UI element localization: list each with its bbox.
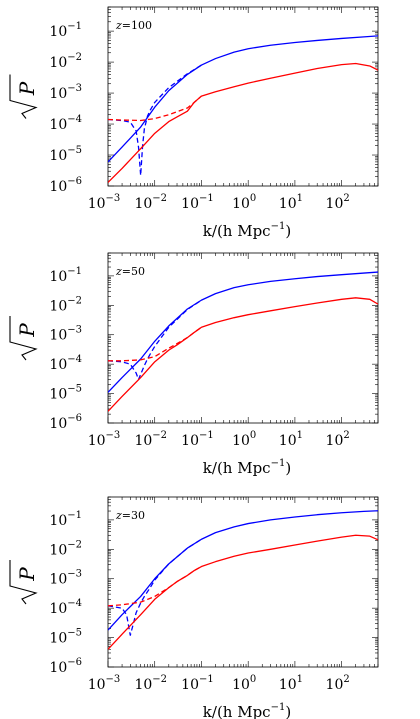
chart-panel-2: 10−3 10−2 10−1 100 101 102 10−6 10−5 10−4 10−3 10−… (9, 496, 379, 719)
series-line-3 (108, 565, 202, 607)
x-tick-label: 10−1 (181, 430, 214, 449)
y-tick-label: 10−1 (49, 510, 82, 529)
y-axis-label: P (9, 560, 39, 605)
series-line-1 (108, 538, 202, 636)
y-tick-label: 10−3 (49, 325, 82, 344)
series-line-2 (108, 297, 378, 412)
series-line-1 (108, 64, 202, 177)
y-tick-label: 10−2 (49, 295, 82, 314)
axis-ticks (107, 6, 379, 187)
y-tick-label: 10−3 (49, 569, 82, 588)
axis-ticks (107, 252, 379, 424)
redshift-label: z=100 (115, 19, 152, 32)
x-tick-label: 100 (232, 193, 256, 212)
redshift-label: z=50 (115, 265, 145, 278)
chart-panel-1: 10−3 10−2 10−1 100 101 102 10−6 10−5 10−4 10−3 10−… (9, 252, 379, 477)
y-tick-label: 10−1 (49, 21, 82, 40)
series-line-1 (108, 299, 202, 381)
x-axis-label: k/(h Mpc−1) (203, 458, 291, 477)
y-axis-symbol: P (15, 81, 39, 96)
y-tick-label: 10−6 (49, 413, 82, 432)
series-line-0 (108, 35, 378, 163)
x-tick-label: 10−2 (134, 193, 167, 212)
y-tick-label: 10−1 (49, 266, 82, 285)
y-axis-label: P (9, 74, 39, 119)
y-tick-label: 10−4 (49, 354, 82, 373)
y-tick-label: 10−5 (49, 145, 82, 164)
axis-ticks (107, 496, 379, 668)
x-tick-label: 101 (279, 193, 303, 212)
redshift-label: z=30 (115, 509, 145, 522)
sqrt-sign (9, 560, 38, 605)
series-line-2 (108, 62, 378, 183)
plot-frame (107, 6, 379, 187)
series-line-0 (108, 510, 378, 631)
sqrt-sign (9, 316, 38, 361)
y-tick-label: 10−3 (49, 83, 82, 102)
plot-frame (107, 252, 379, 424)
x-tick-label: 102 (326, 193, 350, 212)
x-axis-label: k/(h Mpc−1) (203, 702, 291, 719)
y-tick-label: 10−2 (49, 539, 82, 558)
y-tick-label: 10−4 (49, 598, 82, 617)
x-tick-label: 100 (232, 430, 256, 449)
x-tick-label: 10−3 (88, 674, 121, 693)
y-axis-symbol: P (15, 567, 39, 582)
y-tick-label: 10−6 (49, 176, 82, 195)
y-tick-label: 10−5 (49, 384, 82, 403)
x-tick-label: 101 (279, 674, 303, 693)
x-tick-label: 10−1 (181, 193, 214, 212)
x-tick-label: 100 (232, 674, 256, 693)
x-axis-label: k/(h Mpc−1) (203, 221, 291, 240)
y-tick-label: 10−6 (49, 657, 82, 676)
y-axis-symbol: P (15, 323, 39, 338)
series-line-3 (108, 95, 202, 122)
x-tick-label: 10−1 (181, 674, 214, 693)
plot-frame (107, 496, 379, 668)
x-tick-label: 10−3 (88, 193, 121, 212)
x-tick-label: 102 (326, 674, 350, 693)
series-line-2 (108, 534, 378, 650)
x-tick-label: 10−2 (134, 674, 167, 693)
y-tick-label: 10−4 (49, 114, 82, 133)
chart-panel-0: 10−3 10−2 10−1 100 101 102 10−6 10−5 10−4 10−3 10−… (9, 6, 379, 240)
sqrt-sign (9, 74, 38, 119)
y-tick-label: 10−5 (49, 628, 82, 647)
x-tick-label: 102 (326, 430, 350, 449)
x-tick-label: 10−3 (88, 430, 121, 449)
series-line-3 (108, 326, 202, 362)
x-tick-label: 101 (279, 430, 303, 449)
y-axis-label: P (9, 316, 39, 361)
series-line-0 (108, 271, 378, 393)
x-tick-label: 10−2 (134, 430, 167, 449)
y-tick-label: 10−2 (49, 52, 82, 71)
